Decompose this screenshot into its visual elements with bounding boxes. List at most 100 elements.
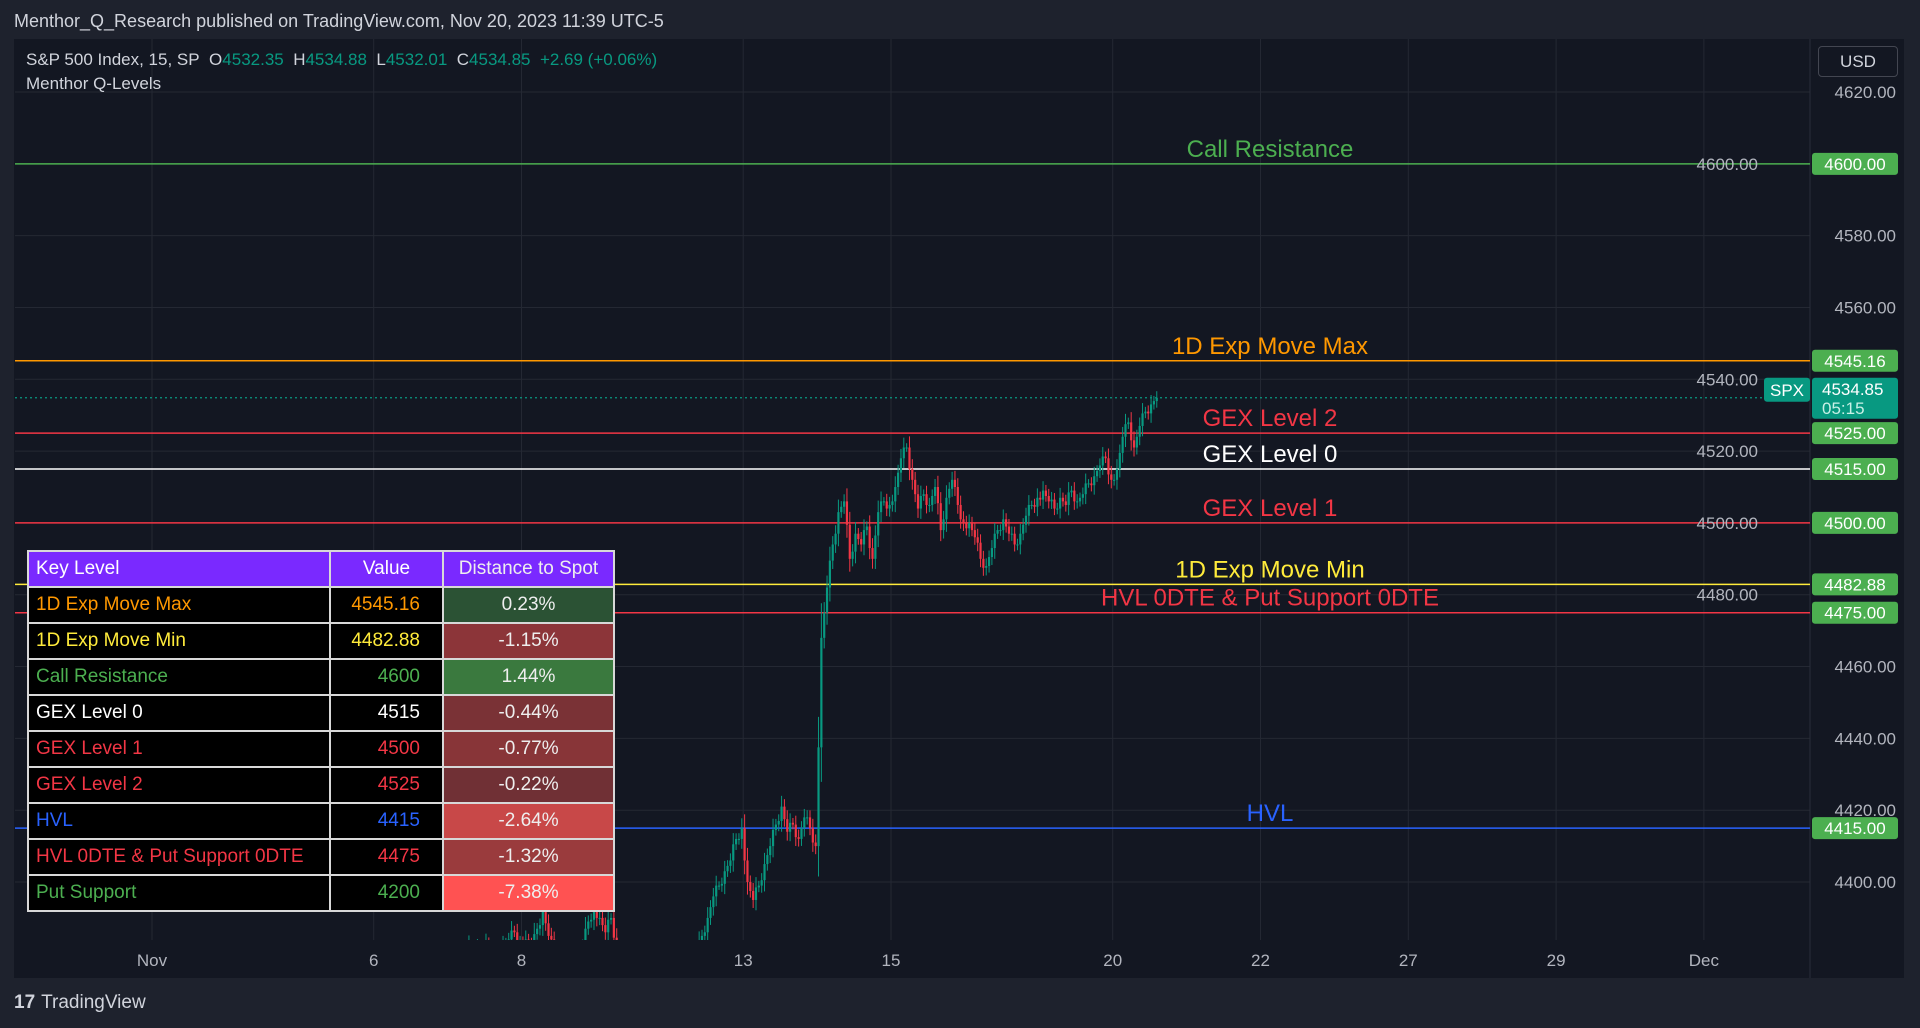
candle-body <box>766 855 769 865</box>
y-tick-label: 4520.00 <box>1697 442 1758 461</box>
key-level-name: GEX Level 1 <box>27 730 331 768</box>
candle-body <box>803 817 806 829</box>
candle-body <box>1050 499 1053 502</box>
level-price-label-text: 4525.00 <box>1824 424 1885 443</box>
level-price-label <box>1812 422 1898 445</box>
time-axis[interactable]: Nov 6 8 13 15 20 22 27 29 Dec <box>137 951 1720 970</box>
candle-body <box>837 512 840 534</box>
level-label: HVL <box>1247 800 1294 827</box>
candle-body <box>828 560 831 588</box>
candle-body <box>454 957 456 961</box>
candle-body <box>933 487 937 496</box>
level-label: 1D Exp Move Max <box>1172 333 1368 360</box>
candle-body <box>1115 469 1119 480</box>
candle-body <box>962 519 965 523</box>
candle-body <box>800 828 803 839</box>
close-value: 4534.85 <box>469 50 531 69</box>
candle-body <box>990 548 994 558</box>
candle-body <box>541 910 544 926</box>
candle-body <box>857 533 860 540</box>
candle-body <box>848 524 851 559</box>
candle-body <box>806 817 809 819</box>
candle-body <box>1061 497 1065 502</box>
candle-body <box>638 1002 640 1007</box>
candle-body <box>1093 476 1096 486</box>
candle-body <box>598 917 601 919</box>
level-price-label-text: 4500.00 <box>1824 514 1885 533</box>
table-row: GEX Level 0 4515 -0.44% <box>27 694 615 732</box>
candle-body <box>1056 508 1059 510</box>
candle-body <box>1019 533 1022 545</box>
candle-body <box>928 504 931 506</box>
candle-body <box>678 1008 680 1017</box>
level-price-label-text: 4475.00 <box>1824 604 1885 623</box>
level-price-label-text: 4415.00 <box>1824 819 1885 838</box>
candle-body <box>633 995 635 997</box>
candle-body <box>612 917 615 938</box>
symbol-legend: S&P 500 Index, 15, SP O4532.35 H4534.88 … <box>26 50 657 98</box>
brand-text: TradingView <box>41 992 146 1013</box>
candle-body <box>871 548 874 559</box>
symbol-name[interactable]: S&P 500 Index, 15, SP <box>26 50 200 69</box>
tradingview-logo[interactable]: 17 TradingView <box>14 992 146 1014</box>
candle-body <box>505 943 507 947</box>
candle-body <box>1022 524 1025 534</box>
key-level-name: GEX Level 2 <box>27 766 331 804</box>
candle-body <box>567 965 569 972</box>
candle-body <box>925 494 928 505</box>
level-price-label <box>1812 817 1898 840</box>
candle-body <box>814 842 817 847</box>
candle-body <box>491 948 493 953</box>
y-tick-label: 4620.00 <box>1835 83 1896 102</box>
candle-body <box>879 501 883 513</box>
candle-body <box>860 539 863 545</box>
candle-body <box>999 530 1002 532</box>
candle-body <box>695 961 697 972</box>
candle-body <box>513 930 516 933</box>
candle-body <box>1013 533 1016 545</box>
candle-body <box>476 948 478 957</box>
candle-body <box>1084 483 1087 495</box>
x-tick-label: 20 <box>1103 951 1122 970</box>
key-level-value: 4475 <box>329 838 444 876</box>
candle-body <box>507 939 510 940</box>
candle-body <box>1138 425 1141 437</box>
candle-body <box>462 956 464 969</box>
candle-body <box>720 883 723 886</box>
indicator-name[interactable]: Menthor Q-Levels <box>26 74 162 93</box>
candle-body <box>951 479 954 489</box>
distance-to-spot: 0.23% <box>442 586 615 624</box>
candle-body <box>700 935 704 940</box>
candle-body <box>1070 490 1073 493</box>
distance-to-spot: -0.77% <box>442 730 615 768</box>
candle-body <box>743 828 746 861</box>
candle-body <box>791 822 795 825</box>
candle-body <box>644 1008 646 1019</box>
candle-body <box>615 937 618 940</box>
key-level-value: 4415 <box>329 802 444 840</box>
last-price-label <box>1812 377 1898 419</box>
candle-body <box>1152 401 1156 405</box>
candle-body <box>618 947 620 954</box>
distance-to-spot: 1.44% <box>442 658 615 696</box>
price-axis[interactable]: 4620.00 4600.00 4580.00 4560.00 4540.00 4520.… <box>1697 83 1898 892</box>
candle-body <box>746 860 749 883</box>
candle-body <box>471 947 473 952</box>
candle-body <box>968 522 971 529</box>
candle-body <box>601 917 604 926</box>
candle-body <box>1016 544 1019 546</box>
candle-body <box>885 501 888 509</box>
candle-body <box>709 907 712 918</box>
candle-body <box>647 1018 649 1027</box>
table-row: Put Support 4200 -7.38% <box>27 874 615 912</box>
currency-button[interactable]: USD <box>1818 46 1898 77</box>
key-level-value: 4515 <box>329 694 444 732</box>
candle-body <box>573 968 575 969</box>
candle-body <box>1044 490 1048 496</box>
candle-body <box>788 822 792 832</box>
candle-body <box>1101 456 1104 466</box>
candle-body <box>1024 515 1028 525</box>
candle-body <box>922 494 925 496</box>
key-levels: Call Resistance 1D Exp Move Max GEX Level … <box>15 136 1810 829</box>
